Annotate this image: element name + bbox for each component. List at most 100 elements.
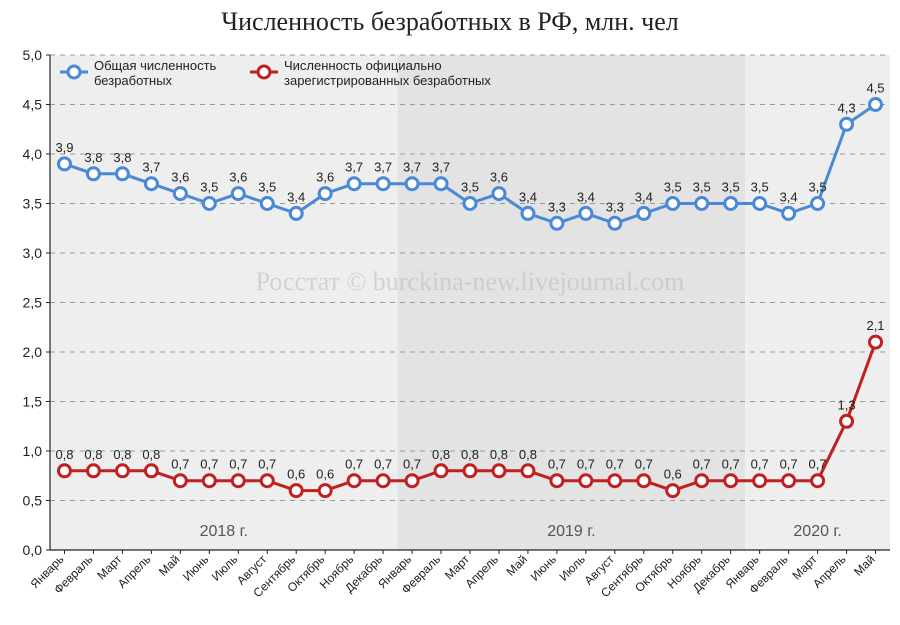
series-marker <box>580 475 592 487</box>
x-tick-label: Май <box>504 552 531 579</box>
legend-label: Численность официально <box>284 58 442 73</box>
data-label: 4,5 <box>866 81 884 96</box>
data-label: 0,7 <box>751 457 769 472</box>
data-label: 3,3 <box>548 199 566 214</box>
series-marker <box>87 168 99 180</box>
series-marker <box>464 465 476 477</box>
y-tick-label: 1,0 <box>23 443 43 459</box>
series-marker <box>841 415 853 427</box>
y-tick-label: 0,5 <box>23 493 43 509</box>
data-label: 0,7 <box>171 457 189 472</box>
series-marker <box>319 188 331 200</box>
year-label: 2019 г. <box>547 523 595 540</box>
series-marker <box>377 475 389 487</box>
y-tick-label: 1,5 <box>23 394 43 410</box>
data-label: 3,4 <box>635 189 653 204</box>
data-label: 0,8 <box>519 447 537 462</box>
x-tick-label: Июнь <box>528 552 559 583</box>
series-marker <box>725 198 737 210</box>
data-label: 3,7 <box>345 160 363 175</box>
series-marker <box>580 207 592 219</box>
data-label: 3,5 <box>693 180 711 195</box>
data-label: 0,8 <box>113 447 131 462</box>
y-tick-label: 4,0 <box>23 146 43 162</box>
series-marker <box>667 198 679 210</box>
series-marker <box>870 99 882 111</box>
series-marker <box>870 336 882 348</box>
series-marker <box>841 118 853 130</box>
x-tick-label: Апрель <box>115 552 154 591</box>
data-label: 0,6 <box>664 467 682 482</box>
series-marker <box>174 475 186 487</box>
series-marker <box>261 198 273 210</box>
series-marker <box>348 475 360 487</box>
series-marker <box>551 475 563 487</box>
series-marker <box>609 217 621 229</box>
chart-title: Численность безработных в РФ, млн. чел <box>221 7 679 36</box>
data-label: 0,7 <box>606 457 624 472</box>
series-marker <box>812 475 824 487</box>
data-label: 4,3 <box>838 100 856 115</box>
series-marker <box>464 198 476 210</box>
series-marker <box>493 188 505 200</box>
data-label: 0,7 <box>809 457 827 472</box>
legend-label: безработных <box>94 73 173 88</box>
series-marker <box>377 178 389 190</box>
year-label: 2020 г. <box>793 523 841 540</box>
series-marker <box>638 207 650 219</box>
series-marker <box>522 465 534 477</box>
data-label: 0,7 <box>722 457 740 472</box>
data-label: 3,6 <box>229 170 247 185</box>
data-label: 3,4 <box>519 189 537 204</box>
legend-marker <box>258 66 270 78</box>
data-label: 3,8 <box>84 150 102 165</box>
data-label: 0,7 <box>635 457 653 472</box>
series-marker <box>754 475 766 487</box>
data-label: 3,6 <box>316 170 334 185</box>
legend-label: зарегистрированных безработных <box>284 73 491 88</box>
data-label: 0,7 <box>403 457 421 472</box>
series-marker <box>638 475 650 487</box>
y-tick-label: 3,0 <box>23 245 43 261</box>
unemployment-chart: 0,00,51,01,52,02,53,03,54,04,55,0ЯнварьФ… <box>0 0 900 625</box>
series-marker <box>725 475 737 487</box>
data-label: 3,7 <box>142 160 160 175</box>
data-label: 0,7 <box>780 457 798 472</box>
series-marker <box>232 475 244 487</box>
series-marker <box>145 465 157 477</box>
data-label: 0,8 <box>461 447 479 462</box>
series-marker <box>406 475 418 487</box>
watermark: Росстат © burckina-new.livejournal.com <box>256 267 685 296</box>
data-label: 0,8 <box>490 447 508 462</box>
data-label: 0,7 <box>229 457 247 472</box>
series-marker <box>174 188 186 200</box>
data-label: 0,6 <box>316 467 334 482</box>
series-marker <box>406 178 418 190</box>
data-label: 0,8 <box>55 447 73 462</box>
series-marker <box>203 198 215 210</box>
x-tick-label: Май <box>156 552 183 579</box>
y-tick-label: 2,0 <box>23 344 43 360</box>
legend-label: Общая численность <box>94 58 217 73</box>
data-label: 0,8 <box>84 447 102 462</box>
data-label: 0,7 <box>548 457 566 472</box>
data-label: 0,7 <box>258 457 276 472</box>
series-marker <box>696 198 708 210</box>
series-marker <box>87 465 99 477</box>
chart-container: 0,00,51,01,52,02,53,03,54,04,55,0ЯнварьФ… <box>0 0 900 625</box>
series-marker <box>667 485 679 497</box>
data-label: 3,6 <box>171 170 189 185</box>
y-tick-label: 0,0 <box>23 542 43 558</box>
data-label: 3,4 <box>577 189 595 204</box>
data-label: 3,4 <box>287 189 305 204</box>
series-marker <box>290 485 302 497</box>
legend-marker <box>68 66 80 78</box>
x-tick-label: Июнь <box>180 552 211 583</box>
data-label: 3,7 <box>403 160 421 175</box>
data-label: 3,8 <box>113 150 131 165</box>
series-marker <box>116 465 128 477</box>
series-marker <box>696 475 708 487</box>
series-marker <box>435 465 447 477</box>
series-marker <box>783 207 795 219</box>
data-label: 0,7 <box>577 457 595 472</box>
